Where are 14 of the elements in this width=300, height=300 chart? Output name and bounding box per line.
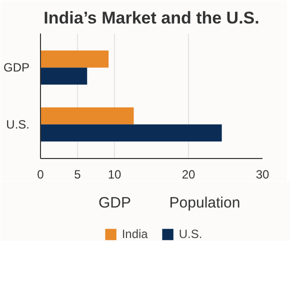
text: Population: [169, 194, 240, 212]
chart-title: India’s Market and the U.S.: [44, 8, 260, 28]
x-tick-label: 10: [108, 168, 122, 182]
bar: [40, 124, 222, 142]
bar: [40, 68, 88, 85]
x-tick-label: 0: [37, 168, 44, 182]
bar: [40, 107, 134, 124]
x-tick-label: 30: [256, 168, 270, 182]
legend-label: India: [122, 227, 148, 241]
x-tick-label: 5: [74, 168, 82, 182]
text: GDP: [98, 194, 132, 212]
x-tick-label: 20: [182, 168, 196, 182]
legend-label: U.S.: [178, 227, 202, 241]
bar: [40, 50, 109, 68]
